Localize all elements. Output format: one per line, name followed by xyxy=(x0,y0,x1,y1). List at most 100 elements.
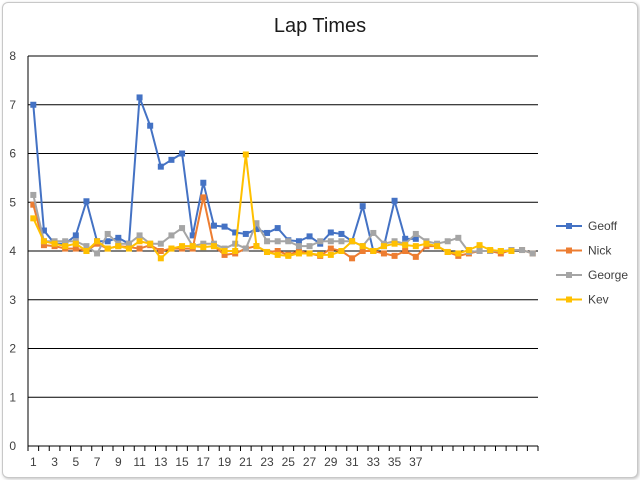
data-point-geoff xyxy=(232,229,239,236)
data-point-kev xyxy=(402,242,409,249)
data-point-george xyxy=(317,238,324,245)
data-point-george xyxy=(327,238,334,245)
data-point-nick xyxy=(391,252,398,259)
data-point-geoff xyxy=(264,229,271,236)
data-point-kev xyxy=(83,248,90,254)
legend: Geoff Nick George Kev xyxy=(556,219,628,307)
legend-item-geoff: Geoff xyxy=(556,219,618,233)
data-point-kev xyxy=(62,243,69,250)
x-tick-label: 31 xyxy=(345,455,359,469)
data-point-george xyxy=(306,243,313,250)
data-point-kev xyxy=(349,238,356,245)
gridlines xyxy=(28,55,538,447)
data-point-geoff xyxy=(30,101,37,108)
data-point-nick xyxy=(327,245,334,252)
data-point-nick xyxy=(221,251,228,258)
data-point-nick xyxy=(30,201,37,208)
legend-swatch-marker xyxy=(566,223,572,229)
legend-label: George xyxy=(588,268,628,282)
data-point-george xyxy=(94,250,101,257)
data-point-george xyxy=(370,229,377,236)
data-point-geoff xyxy=(242,230,249,237)
series-geoff xyxy=(30,94,419,254)
x-tick-label: 11 xyxy=(133,455,146,469)
x-tick-label: 33 xyxy=(367,455,381,469)
data-point-george xyxy=(274,238,281,245)
data-point-george xyxy=(179,225,186,232)
data-point-george xyxy=(125,240,132,247)
y-tick-label: 8 xyxy=(9,49,16,63)
data-point-kev xyxy=(147,240,154,247)
x-tick-label: 9 xyxy=(115,455,122,469)
y-tick-label: 5 xyxy=(9,195,16,209)
data-point-george xyxy=(412,230,419,237)
data-point-george xyxy=(104,230,111,237)
y-tick-label: 4 xyxy=(9,244,16,258)
data-point-geoff xyxy=(338,230,345,237)
data-point-kev xyxy=(327,251,334,258)
data-point-nick xyxy=(72,245,79,252)
data-point-geoff xyxy=(72,232,79,239)
data-point-geoff xyxy=(168,156,175,163)
data-point-kev xyxy=(423,240,430,247)
data-point-kev xyxy=(30,215,37,222)
data-point-geoff xyxy=(179,150,186,157)
data-point-kev xyxy=(94,238,101,245)
x-tick-label: 15 xyxy=(175,455,189,469)
data-point-kev xyxy=(136,238,143,245)
data-point-geoff xyxy=(200,179,207,186)
legend-label: Geoff xyxy=(588,219,618,233)
data-point-nick xyxy=(157,248,164,254)
data-point-geoff xyxy=(157,163,164,170)
x-tick-label: 29 xyxy=(324,455,338,469)
data-point-kev xyxy=(189,243,196,250)
series-line-kev xyxy=(32,153,512,260)
data-point-george xyxy=(136,232,143,239)
data-point-geoff xyxy=(412,235,419,242)
data-point-kev xyxy=(51,240,58,247)
data-point-george xyxy=(444,238,451,245)
data-point-george xyxy=(253,220,260,227)
data-point-kev xyxy=(317,251,324,258)
data-point-george xyxy=(242,245,249,252)
data-point-geoff xyxy=(40,227,47,234)
data-point-george xyxy=(295,243,302,250)
x-tick-label: 17 xyxy=(197,455,211,469)
data-point-kev xyxy=(221,248,228,254)
data-point-geoff xyxy=(253,226,260,233)
x-tick-label: 13 xyxy=(154,455,168,469)
data-point-george xyxy=(476,248,483,254)
y-tick-label: 1 xyxy=(9,390,16,404)
x-tick-label: 7 xyxy=(94,455,101,469)
data-point-kev xyxy=(264,248,271,255)
data-point-kev xyxy=(338,248,345,254)
x-tick-label: 35 xyxy=(388,455,402,469)
data-point-kev xyxy=(370,248,377,254)
y-tick-label: 7 xyxy=(9,98,16,112)
data-point-geoff xyxy=(359,203,366,210)
data-point-kev xyxy=(359,243,366,250)
data-point-geoff xyxy=(210,222,217,229)
data-point-george xyxy=(338,238,345,245)
x-tick-label: 23 xyxy=(260,455,274,469)
x-tick-label: 19 xyxy=(218,455,232,469)
data-point-kev xyxy=(242,151,249,158)
x-tick-label: 1 xyxy=(30,455,37,469)
data-point-kev xyxy=(465,247,472,254)
data-point-nick xyxy=(359,248,366,254)
data-point-kev xyxy=(168,245,175,252)
legend-item-nick: Nick xyxy=(556,244,612,258)
data-point-kev xyxy=(487,247,494,254)
data-point-kev xyxy=(497,248,504,254)
data-point-kev xyxy=(274,251,281,258)
data-point-kev xyxy=(125,245,132,252)
data-point-george xyxy=(519,247,526,254)
data-point-george xyxy=(200,240,207,247)
data-point-george xyxy=(455,234,462,241)
data-point-kev xyxy=(104,245,111,252)
data-point-nick xyxy=(40,242,47,249)
data-point-george xyxy=(168,232,175,239)
data-point-kev xyxy=(115,243,122,250)
data-point-kev xyxy=(508,248,515,254)
